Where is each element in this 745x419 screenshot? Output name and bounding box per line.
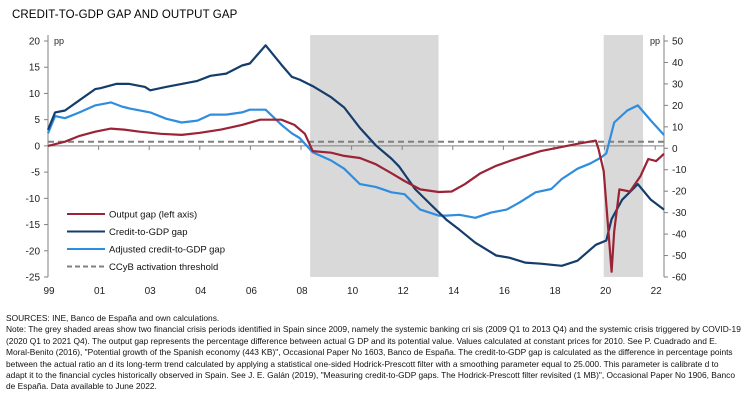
right-axis-tick-label: -20 xyxy=(672,187,687,198)
x-axis-tick-label: 22 xyxy=(651,286,663,297)
chart: 20151050-5-10-15-20-2550403020100-10-20-… xyxy=(26,35,687,297)
right-axis-tick-label: -40 xyxy=(672,230,687,241)
shaded-periods xyxy=(310,35,644,277)
right-axis-tick-label: 10 xyxy=(672,122,684,133)
x-axis-tick-label: 10 xyxy=(347,286,359,297)
x-axis-tick-label: 18 xyxy=(549,286,561,297)
left-axis-tick-label: -10 xyxy=(26,194,41,205)
credit-to-gdp-gap-line xyxy=(46,44,665,267)
output-gap-left-axis-line xyxy=(47,118,665,273)
x-axis-tick-label: 16 xyxy=(499,286,511,297)
x-axis-tick-label: 08 xyxy=(296,286,308,297)
chart-title: CREDIT-TO-GDP GAP AND OUTPUT GAP xyxy=(12,9,238,21)
left-axis-tick-label: -20 xyxy=(26,246,41,257)
series-lines xyxy=(46,44,665,273)
right-axis-tick-label: 50 xyxy=(672,37,684,48)
left-axis-tick-label: 0 xyxy=(34,141,40,152)
legend-label-3: Adjusted credit-to-GDP gap xyxy=(109,245,225,256)
right-axis-tick-label: -50 xyxy=(672,251,687,262)
x-axis-tick-label: 20 xyxy=(600,286,612,297)
left-axis-tick-label: 10 xyxy=(29,89,41,100)
right-axis-tick-label: 20 xyxy=(672,101,684,112)
left-axis-tick-label: -25 xyxy=(26,273,41,284)
x-axis-tick-label: 14 xyxy=(448,286,460,297)
left-axis-tick-label: -5 xyxy=(31,168,40,179)
legend-label-4: CCyB activation threshold xyxy=(109,262,218,273)
x-axis-tick-label: 12 xyxy=(398,286,410,297)
right-axis-tick-label: 40 xyxy=(672,58,684,69)
x-axis-tick-label: 01 xyxy=(94,286,106,297)
x-axis-tick-label: 06 xyxy=(246,286,258,297)
legend-label-2: Credit-to-GDP gap xyxy=(109,227,188,238)
legend: Output gap (left axis) Credit-to-GDP gap A… xyxy=(67,210,225,273)
note-text: Note: The grey shaded areas show two fin… xyxy=(6,324,741,392)
axes: 20151050-5-10-15-20-2550403020100-10-20-… xyxy=(26,35,687,297)
left-axis-tick-label: 20 xyxy=(29,37,41,48)
x-axis-tick-label: 99 xyxy=(43,286,55,297)
sources-text: SOURCES: INE, Banco de España and own ca… xyxy=(6,313,220,323)
right-axis-tick-label: -60 xyxy=(672,273,687,284)
x-axis-tick-label: 04 xyxy=(195,286,207,297)
right-axis-tick-label: 30 xyxy=(672,79,684,90)
left-axis-tick-label: -15 xyxy=(26,220,41,231)
legend-label-1: Output gap (left axis) xyxy=(109,210,197,221)
shaded-period-1 xyxy=(310,35,439,277)
left-axis-tick-label: 5 xyxy=(34,115,40,126)
x-axis-tick-label: 03 xyxy=(145,286,157,297)
right-axis-tick-label: -10 xyxy=(672,165,687,176)
right-axis-tick-label: 0 xyxy=(672,144,678,155)
left-axis-tick-label: 15 xyxy=(29,63,41,74)
right-axis-unit: pp xyxy=(650,36,660,46)
left-axis-unit: pp xyxy=(54,36,64,46)
adjusted-credit-to-gdp-gap-line xyxy=(46,101,665,219)
right-axis-tick-label: -30 xyxy=(672,208,687,219)
shaded-period-2 xyxy=(603,35,644,277)
chart-notes: SOURCES: INE, Banco de España and own ca… xyxy=(6,313,741,393)
